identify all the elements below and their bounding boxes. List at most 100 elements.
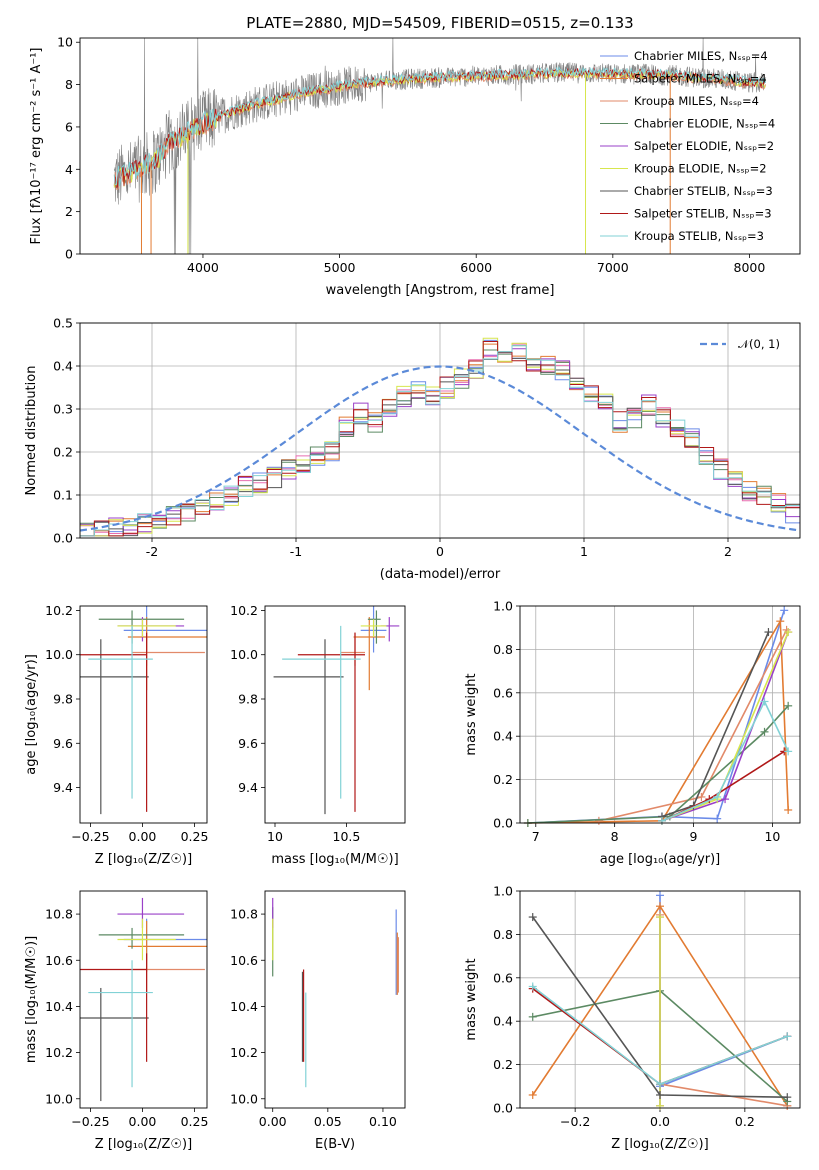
- axes-frame: [79, 605, 208, 824]
- x-tick-label: 0.00: [259, 1114, 287, 1129]
- legend-entry: Kroupa MILES, Nₛₛₚ=4: [634, 94, 759, 108]
- axes-frame: [519, 890, 801, 1109]
- y-tick-label: 0.8: [493, 927, 513, 942]
- weight-series: [661, 699, 789, 822]
- panel-1: 4000 5000 6000 7000 8000 0 2 4 6 8 10 wavelength [A…: [29, 35, 765, 298]
- errorbars: [273, 606, 400, 815]
- x-axis-label: (data-model)/error: [380, 567, 501, 582]
- y-axis-label: Flux [fλ10⁻¹⁷ erg cm⁻² s⁻¹ A⁻¹]: [29, 48, 44, 245]
- y-tick-label: 10.8: [45, 907, 73, 922]
- legend-entry: Chabrier MILES, Nₛₛₚ=4: [634, 49, 768, 63]
- y-tick-label: 1.0: [493, 884, 513, 899]
- y-tick-label: 0.5: [53, 316, 73, 331]
- x-tick-label: −0.25: [71, 1114, 109, 1129]
- y-tick-label: 0.6: [493, 970, 513, 985]
- y-tick-label: 10.6: [45, 953, 73, 968]
- x-axis-label: mass [log₁₀(M/M☉)]: [271, 852, 398, 867]
- x-axis-label: Z [log₁₀(Z/Z☉)]: [611, 1137, 708, 1152]
- y-tick-label: 0.2: [493, 772, 513, 787]
- panel-4: 10 10.5 9.4 9.6 9.8 10.0 10.2 mass [log₁₀(M/M☉)…: [230, 603, 399, 867]
- y-tick-label: 0.0: [493, 816, 513, 831]
- x-axis-label: E(B-V): [315, 1137, 355, 1152]
- x-tick-label: 4000: [187, 260, 219, 275]
- x-tick-label: −0.2: [560, 1114, 590, 1129]
- x-tick-label: 0.00: [129, 1114, 157, 1129]
- y-axis-label: Normed distribution: [24, 366, 39, 496]
- errorbars: [272, 897, 399, 1088]
- y-tick-label: 10.8: [230, 907, 258, 922]
- x-tick-label: 10: [764, 829, 780, 844]
- x-tick-label: 8000: [734, 260, 766, 275]
- y-tick-label: 0.4: [53, 359, 73, 374]
- x-axis-label: age [log₁₀(age/yr)]: [600, 852, 721, 867]
- panel-6: −0.25 0.00 0.25 10.0 10.2 10.4 10.6 10.8 Z [log₁…: [24, 907, 208, 1152]
- x-tick-label: 6000: [460, 260, 492, 275]
- x-axis-label: wavelength [Angstrom, rest frame]: [326, 283, 555, 298]
- axes-frame: [264, 890, 406, 1109]
- histogram-series: [80, 351, 800, 538]
- x-tick-label: -1: [290, 544, 302, 559]
- histogram-series: [80, 345, 800, 538]
- x-tick-label: 2: [724, 544, 732, 559]
- legend: Chabrier MILES, Nₛₛₚ=4 Salpeter MILES, Nₛ…: [600, 49, 775, 243]
- y-tick-label: 0.0: [493, 1101, 513, 1116]
- y-tick-label: 10.4: [230, 999, 258, 1014]
- x-tick-label: 0.00: [129, 829, 157, 844]
- legend-entry: Kroupa STELIB, Nₛₛₚ=3: [634, 229, 764, 243]
- model-spectrum: [113, 65, 767, 187]
- y-tick-label: 2: [65, 204, 73, 219]
- chart-title: PLATE=2880, MJD=54509, FIBERID=0515, z=0…: [246, 14, 633, 32]
- y-axis-label: age [log₁₀(age/yr)]: [24, 654, 39, 775]
- weight-series: [527, 610, 785, 824]
- y-tick-label: 9.8: [53, 692, 73, 707]
- weight-series: [527, 618, 789, 824]
- y-tick-label: 10.2: [230, 603, 258, 618]
- x-tick-label: 5000: [324, 260, 356, 275]
- y-tick-label: 6: [65, 119, 73, 134]
- x-tick-label: 0.25: [181, 1114, 209, 1129]
- y-tick-label: 9.6: [53, 736, 73, 751]
- y-tick-label: 10.0: [230, 647, 258, 662]
- errorbars: [80, 606, 207, 815]
- y-tick-label: 0.8: [493, 642, 513, 657]
- x-tick-label: 7: [532, 829, 540, 844]
- y-tick-label: 1.0: [493, 599, 513, 614]
- y-tick-label: 10.6: [230, 953, 258, 968]
- x-tick-label: 0.0: [650, 1114, 670, 1129]
- x-tick-label: -2: [146, 544, 158, 559]
- x-tick-label: −0.25: [71, 829, 109, 844]
- x-tick-label: 10.5: [333, 829, 361, 844]
- y-tick-label: 0.2: [493, 1057, 513, 1072]
- x-tick-label: 10: [267, 829, 283, 844]
- y-tick-label: 4: [65, 162, 73, 177]
- y-tick-label: 10.4: [45, 999, 73, 1014]
- y-tick-label: 10.2: [45, 1045, 73, 1060]
- legend-entry: Salpeter STELIB, Nₛₛₚ=3: [634, 207, 772, 221]
- axes-frame: [79, 890, 208, 1109]
- y-tick-label: 0.0: [53, 531, 73, 546]
- y-tick-label: 10.0: [45, 647, 73, 662]
- legend-entry: Kroupa ELODIE, Nₛₛₚ=2: [634, 162, 767, 176]
- y-tick-label: 10.2: [230, 1045, 258, 1060]
- y-tick-label: 0.4: [493, 729, 513, 744]
- x-tick-label: 0.2: [735, 1114, 755, 1129]
- x-tick-label: 0.05: [314, 1114, 342, 1129]
- y-tick-label: 0.6: [493, 685, 513, 700]
- y-axis-label: mass weight: [464, 673, 479, 755]
- y-tick-label: 9.8: [238, 692, 258, 707]
- x-tick-label: 0.25: [181, 829, 209, 844]
- spectrum-lines: [113, 38, 767, 254]
- normal-curve: [80, 365, 800, 532]
- x-axis-label: Z [log₁₀(Z/Z☉)]: [95, 1137, 192, 1152]
- legend-entry: Salpeter ELODIE, Nₛₛₚ=2: [634, 139, 774, 153]
- x-tick-label: 0.10: [369, 1114, 397, 1129]
- y-tick-label: 0.1: [53, 488, 73, 503]
- axes-frame: [79, 322, 801, 539]
- y-tick-label: 9.6: [238, 736, 258, 751]
- x-tick-label: 0: [436, 544, 444, 559]
- y-tick-label: 0.3: [53, 402, 73, 417]
- weight-series: [527, 705, 789, 824]
- axes-frame: [264, 605, 406, 824]
- y-axis-label: mass weight: [464, 958, 479, 1040]
